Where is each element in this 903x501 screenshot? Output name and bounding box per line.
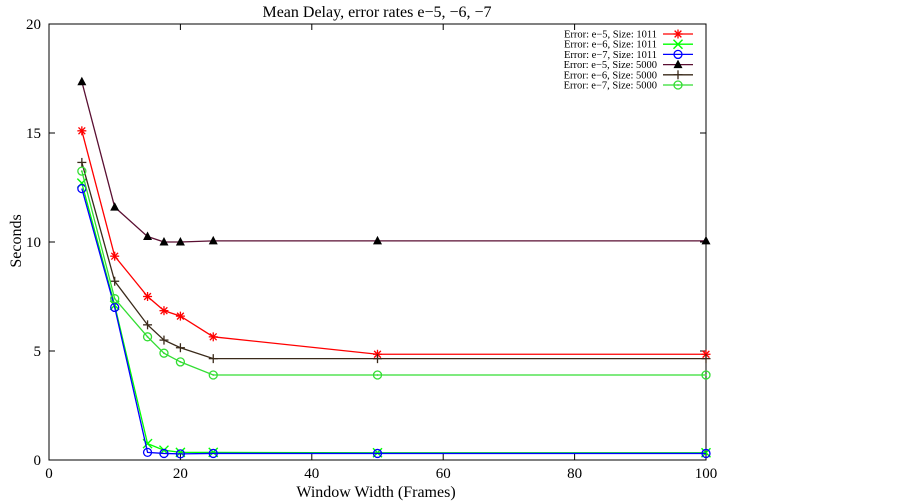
data-point: [208, 332, 218, 342]
data-point: [110, 276, 120, 286]
x-tick-label: 0: [45, 466, 53, 482]
y-axis-label: Seconds: [8, 214, 25, 267]
data-point: [142, 447, 153, 458]
data-point: [175, 449, 186, 459]
y-tick-label: 15: [26, 126, 41, 142]
series-2: [76, 178, 711, 458]
x-axis-label: Window Width (Frames): [296, 484, 455, 501]
series-line: [81, 130, 706, 355]
data-point: [77, 126, 87, 136]
legend-label: Error: e−6, Size: 5000: [564, 70, 657, 81]
data-point: [175, 343, 185, 353]
data-point: [673, 49, 683, 60]
data-point: [159, 335, 169, 345]
x-tick-label: 20: [173, 466, 188, 482]
legend-label: Error: e−6, Size: 1011: [564, 40, 657, 51]
data-point: [701, 235, 711, 245]
data-point: [159, 448, 169, 459]
data-point: [673, 29, 683, 39]
data-point: [159, 348, 169, 358]
data-point: [701, 448, 711, 459]
data-point: [673, 70, 683, 80]
data-point: [372, 448, 383, 459]
data-point: [143, 231, 153, 241]
data-point: [373, 354, 382, 364]
data-point: [701, 354, 711, 364]
data-point: [77, 157, 87, 167]
series-line: [81, 162, 706, 360]
legend-label: Error: e−7, Size: 5000: [564, 81, 657, 92]
data-point: [77, 76, 87, 86]
series-3: [77, 183, 711, 459]
y-tick-label: 10: [26, 235, 41, 251]
x-tick-label: 40: [304, 466, 319, 482]
data-point: [701, 370, 711, 380]
legend-item: Error: e−5, Size: 5000: [564, 59, 693, 71]
data-point: [373, 235, 382, 245]
series-line: [81, 188, 706, 455]
chart-title: Mean Delay, error rates e−5, −6, −7: [262, 4, 491, 21]
x-tick-label: 100: [695, 466, 718, 482]
legend-label: Error: e−5, Size: 1011: [564, 30, 657, 41]
plot-area: 0 20 40 60 80 100 0 5 10 15 20 Error: e−5, Size: 10…: [26, 17, 717, 482]
data-point: [372, 370, 383, 380]
data-point: [142, 332, 153, 342]
series-1: [77, 126, 711, 359]
legend-label: Error: e−5, Size: 5000: [564, 60, 657, 71]
legend-item: Error: e−5, Size: 1011: [564, 29, 693, 41]
data-point: [175, 447, 186, 458]
legend-item: Error: e−6, Size: 1011: [564, 39, 693, 51]
data-point: [110, 294, 120, 304]
y-tick-label: 0: [34, 453, 42, 469]
data-point: [673, 59, 683, 69]
data-point: [673, 80, 683, 90]
legend-item: Error: e−6, Size: 5000: [564, 70, 693, 81]
data-point: [77, 166, 87, 176]
data-point: [175, 311, 185, 321]
data-point: [143, 320, 153, 330]
data-point: [208, 354, 218, 364]
data-point: [673, 39, 683, 50]
series-5: [77, 157, 711, 364]
data-point: [208, 370, 218, 380]
series-6: [77, 166, 711, 380]
data-point: [143, 292, 153, 301]
series-line: [81, 170, 706, 376]
series-line: [81, 81, 706, 243]
data-point: [175, 237, 185, 246]
x-tick-label: 60: [436, 466, 451, 482]
series-line: [81, 182, 706, 454]
data-point: [208, 235, 218, 245]
legend-label: Error: e−7, Size: 1011: [564, 50, 657, 61]
series-4: [77, 76, 711, 246]
data-point: [159, 237, 169, 246]
data-point: [110, 202, 120, 211]
data-point: [110, 251, 120, 261]
legend-item: Error: e−7, Size: 5000: [564, 80, 693, 92]
legend-item: Error: e−7, Size: 1011: [564, 49, 693, 61]
data-point: [110, 302, 120, 313]
data-point: [175, 357, 186, 367]
data-point: [208, 448, 218, 459]
x-tick-label: 80: [567, 466, 582, 482]
data-point: [159, 306, 169, 316]
y-tick-label: 5: [34, 344, 42, 360]
y-tick-label: 20: [26, 17, 41, 33]
